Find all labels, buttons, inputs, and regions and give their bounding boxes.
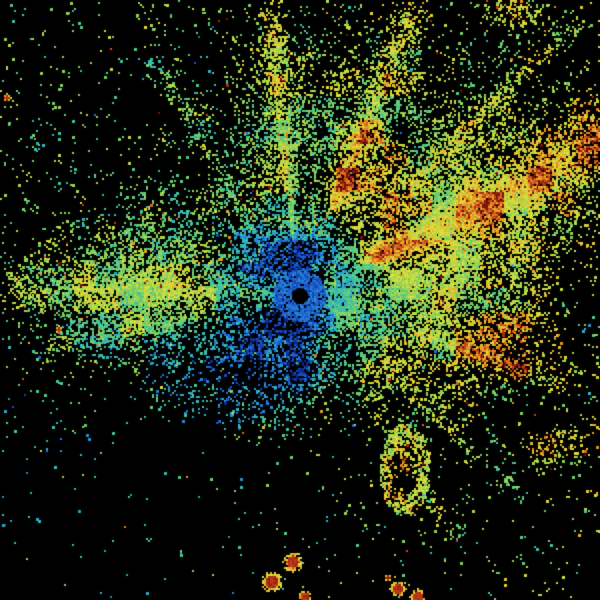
radar-display [0,0,600,600]
radar-noise-canvas [0,0,600,600]
